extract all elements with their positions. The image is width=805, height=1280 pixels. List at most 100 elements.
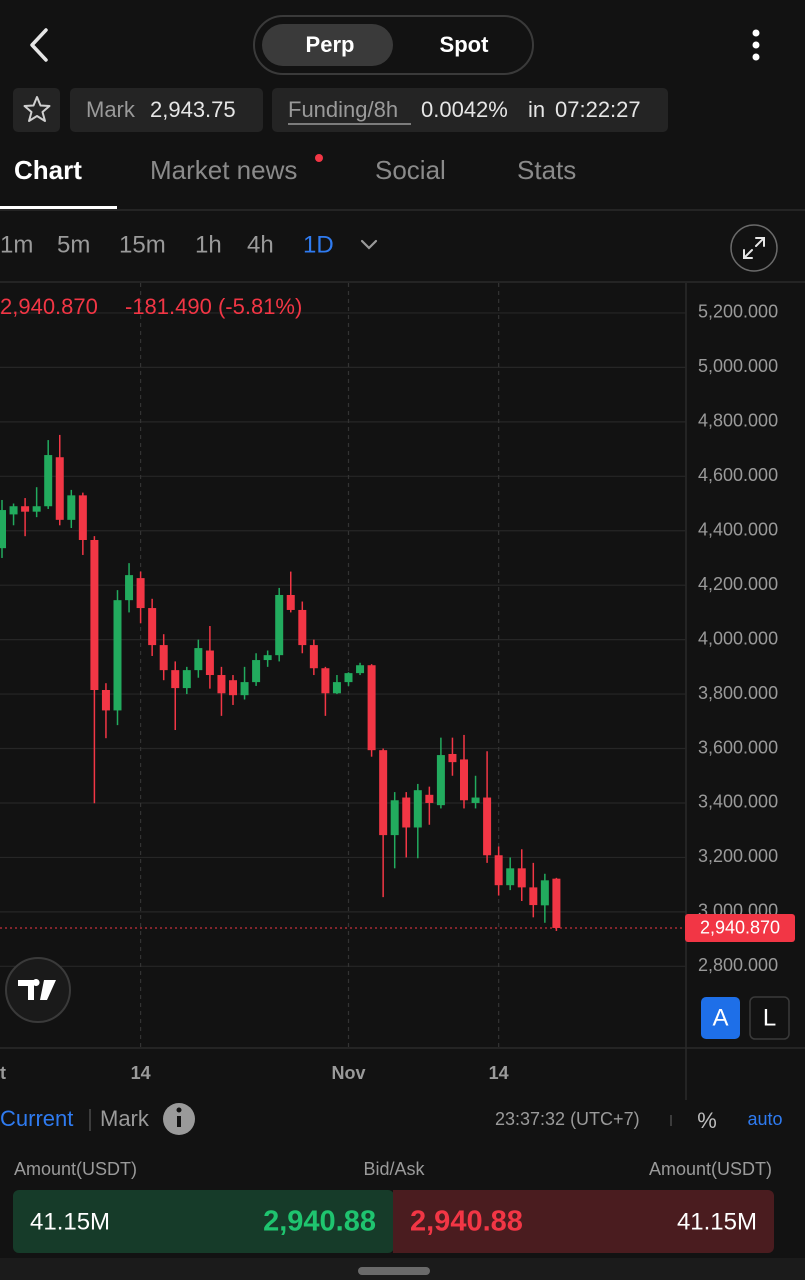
interval[interactable]: 5m [57, 231, 90, 258]
candle-body [90, 539, 99, 691]
interval[interactable]: 15m [119, 231, 166, 258]
candle-body [529, 887, 538, 906]
x-tick-label: Nov [331, 1063, 365, 1083]
auto-scale-label: A [712, 1004, 728, 1031]
info-icon-stem [177, 1116, 181, 1127]
y-tick-label: 3,800.000 [698, 683, 778, 703]
last-price-header: 2,940.870 [0, 294, 98, 319]
favorite-box[interactable] [13, 88, 60, 132]
candle-body [252, 660, 261, 683]
last-price-tag [685, 913, 795, 942]
current-price-type[interactable]: Current [0, 1106, 73, 1131]
candle-body [448, 753, 457, 763]
expand-button[interactable] [730, 224, 778, 272]
y-tick-label: 4,200.000 [698, 574, 778, 594]
last-price-label: 2,940.870 [700, 918, 780, 938]
funding-label[interactable]: Funding/8h [288, 97, 398, 122]
y-tick-label: 4,800.000 [698, 411, 778, 431]
candle-body [21, 506, 30, 512]
amount-header: Amount(USDT) [14, 1159, 137, 1179]
candle-body [436, 755, 445, 806]
ask-row-edge [393, 1190, 403, 1253]
candle-body [506, 868, 515, 886]
interval[interactable]: 1m [0, 231, 33, 258]
countdown: 07:22:27 [555, 97, 641, 122]
candle-body [67, 495, 76, 520]
tab-chart[interactable]: Chart [14, 155, 82, 185]
candle-body [263, 655, 272, 661]
candle-body [552, 878, 561, 928]
candle-body [402, 797, 411, 828]
spot-tab[interactable]: Spot [440, 32, 490, 57]
price-change: -181.490 (-5.81%) [125, 294, 302, 319]
mark-value: 2,943.75 [150, 97, 236, 122]
ask-amount: 41.15M [677, 1208, 757, 1235]
interval[interactable]: 4h [247, 231, 274, 258]
in-label: in [528, 97, 545, 122]
tab-social[interactable]: Social [375, 155, 446, 185]
x-tick-label: 14 [489, 1063, 509, 1083]
candle-body [367, 665, 376, 751]
expand-icon [743, 237, 765, 259]
candle-body [148, 608, 157, 646]
candle-body [471, 797, 480, 803]
bid-amount: 41.15M [30, 1208, 110, 1235]
amount-header: Amount(USDT) [649, 1159, 772, 1179]
segment-active [262, 24, 393, 66]
candle-body [413, 790, 422, 828]
interval[interactable]: 1h [195, 231, 222, 258]
candle-body [275, 594, 284, 656]
candle-body [0, 510, 6, 549]
auto-scale-button[interactable] [701, 997, 740, 1039]
perp-tab[interactable]: Perp [306, 32, 355, 57]
y-tick-label: 3,200.000 [698, 846, 778, 866]
y-tick-label: 4,000.000 [698, 628, 778, 648]
candle-body [113, 600, 122, 711]
candle-body [182, 670, 191, 689]
candle-body [55, 457, 64, 520]
candle-body [194, 648, 203, 671]
candle-body [217, 675, 226, 694]
ask-row[interactable] [393, 1190, 774, 1253]
more-menu[interactable] [752, 29, 760, 61]
mark-box [70, 88, 263, 132]
candle-body [136, 578, 145, 609]
tradingview-logo[interactable] [5, 957, 71, 1023]
funding-rate: 0.0042% [421, 97, 508, 122]
candle-body [494, 855, 503, 886]
candle-body [332, 682, 341, 694]
back-button[interactable] [30, 28, 48, 62]
y-tick-label: 5,200.000 [698, 302, 778, 322]
ask-price: 2,940.88 [410, 1206, 523, 1238]
x-tick-label: t [0, 1063, 6, 1083]
percent-toggle[interactable]: % [697, 1108, 717, 1133]
candle-body [159, 645, 168, 671]
candle-body [425, 794, 434, 803]
candle-body [101, 690, 110, 711]
home-indicator[interactable] [358, 1267, 430, 1275]
tab-indicator [0, 206, 117, 209]
auto-toggle[interactable]: auto [747, 1109, 782, 1129]
tab-market-news[interactable]: Market news [150, 155, 297, 185]
log-scale-button[interactable] [749, 996, 790, 1040]
star-icon [23, 96, 51, 122]
candle-body [344, 673, 353, 683]
mark-label: Mark [86, 97, 136, 122]
candle-body [205, 650, 214, 676]
log-scale-label: L [763, 1004, 776, 1031]
interval-active[interactable]: 1D [303, 231, 334, 258]
interval-dropdown[interactable] [360, 239, 378, 250]
candle-body [286, 594, 295, 610]
candle-body [379, 750, 388, 836]
candle-body [32, 506, 41, 512]
bid-row[interactable] [13, 1190, 394, 1253]
candle-body [356, 665, 365, 674]
candle-body [171, 670, 180, 689]
mark-price-type[interactable]: Mark [100, 1106, 150, 1131]
candles [0, 434, 561, 931]
tab-stats[interactable]: Stats [517, 155, 576, 185]
y-tick-label: 3,600.000 [698, 737, 778, 757]
candle-body [44, 455, 53, 507]
